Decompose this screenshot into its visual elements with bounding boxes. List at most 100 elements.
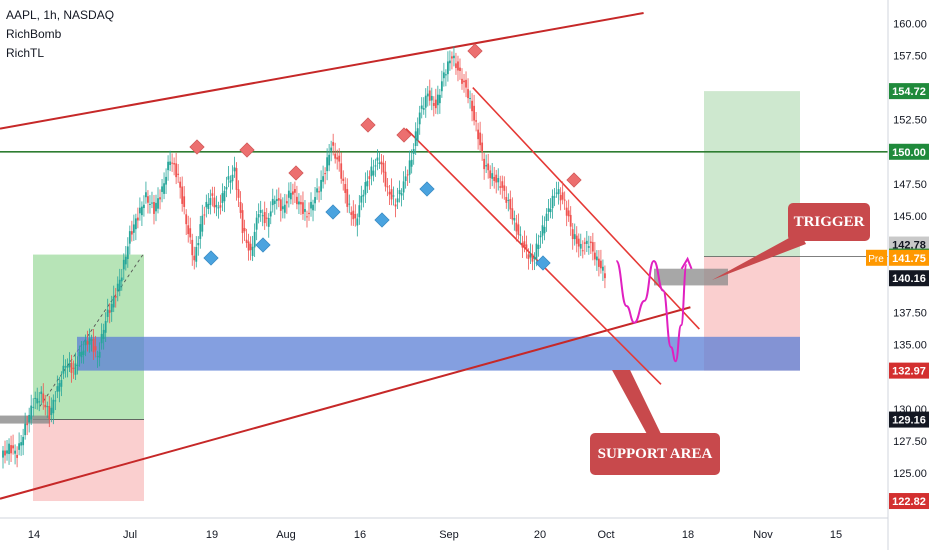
candle-body (583, 242, 586, 244)
candle-body (145, 192, 147, 198)
candle-body (543, 226, 546, 234)
candle-body (6, 450, 8, 454)
candle-body (215, 204, 218, 208)
candle-body (354, 213, 357, 219)
x-tick-label: Sep (439, 529, 459, 541)
candle-body (400, 193, 403, 196)
y-tick-label: 147.50 (893, 179, 927, 191)
candle-body (294, 189, 296, 193)
candle-body (102, 329, 105, 339)
candle-body (600, 260, 602, 269)
y-axis: 160.00 157.50 152.50 147.50 145.00 137.50 135.… (866, 0, 929, 550)
candle-body (390, 189, 393, 200)
candle-body (374, 165, 377, 167)
candle-body (14, 450, 16, 454)
candle-body (334, 153, 337, 159)
candle-body (348, 203, 351, 205)
candle-body (281, 206, 284, 210)
candle-body (585, 240, 588, 244)
candle-body (485, 165, 488, 167)
candle-body (593, 252, 596, 260)
candle-body (279, 199, 282, 211)
candle-body (72, 367, 75, 369)
candle-body (412, 148, 415, 154)
candle-body (440, 81, 443, 92)
candle-body (531, 254, 534, 262)
projection-arrowhead (680, 256, 693, 270)
price-tag-label: 129.16 (892, 415, 926, 427)
candle-body (318, 191, 320, 193)
buy-signal-diamond (374, 212, 390, 228)
candle-body (573, 234, 576, 240)
candle-body (239, 201, 242, 213)
candle-body (229, 180, 232, 183)
candle-body (82, 350, 85, 355)
x-tick-label: Nov (753, 529, 773, 541)
candle-body (28, 414, 31, 423)
candle-body (225, 186, 228, 190)
candle-body (259, 210, 262, 213)
candle-body (175, 163, 178, 178)
buy-signal-diamond (419, 181, 435, 197)
candle-body (475, 120, 477, 122)
candle-body (370, 166, 373, 177)
candle-body (537, 244, 540, 249)
candle-body (493, 176, 496, 181)
candle-body (322, 176, 324, 182)
candle-body (364, 182, 367, 195)
candle-body (461, 78, 463, 84)
candle-body (179, 181, 182, 188)
candle-body (386, 186, 389, 188)
candle-body (231, 174, 234, 182)
price-tag-label: 142.78 (892, 240, 926, 252)
candle-body (577, 238, 580, 247)
candle-body (529, 254, 532, 258)
candle-body (328, 154, 331, 166)
candle-body (122, 259, 125, 270)
candle-body (100, 333, 103, 344)
candle-body (193, 255, 196, 261)
candle-body (384, 171, 387, 187)
candle-body (68, 363, 71, 368)
candle-body (189, 228, 192, 238)
candle-body (94, 346, 97, 351)
candle-body (58, 383, 61, 392)
indicator-richtl[interactable]: RichTL (6, 46, 45, 60)
candle-body (171, 162, 174, 164)
channel-upper-line (0, 12, 644, 130)
y-tick-label: 127.50 (893, 436, 927, 448)
indicator-richbomb[interactable]: RichBomb (6, 27, 62, 41)
long-target-zone (704, 91, 800, 257)
candle-body (205, 201, 208, 208)
candle-body (525, 244, 528, 250)
candle-body (449, 60, 451, 64)
candle-body (217, 207, 220, 209)
candle-body (426, 93, 429, 97)
candle-body (265, 217, 268, 219)
candle-body (209, 198, 212, 205)
candle-body (251, 246, 254, 256)
candle-body (324, 173, 327, 175)
candle-body (36, 398, 39, 404)
candle-body (519, 234, 522, 236)
candle-body (8, 443, 10, 455)
candle-body (74, 363, 77, 375)
candle-body (26, 423, 29, 426)
candle-body (430, 95, 433, 101)
candle-body (143, 204, 145, 209)
candle-body (366, 180, 369, 187)
x-axis: 14 Jul 19 Aug 16 Sep 20 Oct 18 Nov 15 (0, 517, 888, 541)
candle-body (211, 193, 214, 196)
candle-body (487, 163, 490, 171)
candle-body (187, 225, 190, 235)
candle-body (515, 222, 518, 232)
candle-body (581, 250, 584, 252)
x-tick-label: 16 (354, 529, 366, 541)
candle-body (380, 161, 383, 165)
candle-body (84, 340, 87, 346)
candle-body (289, 192, 292, 200)
price-tag-bg (889, 83, 929, 100)
candle-body (233, 167, 236, 172)
price-tag-label: 122.82 (892, 496, 926, 508)
